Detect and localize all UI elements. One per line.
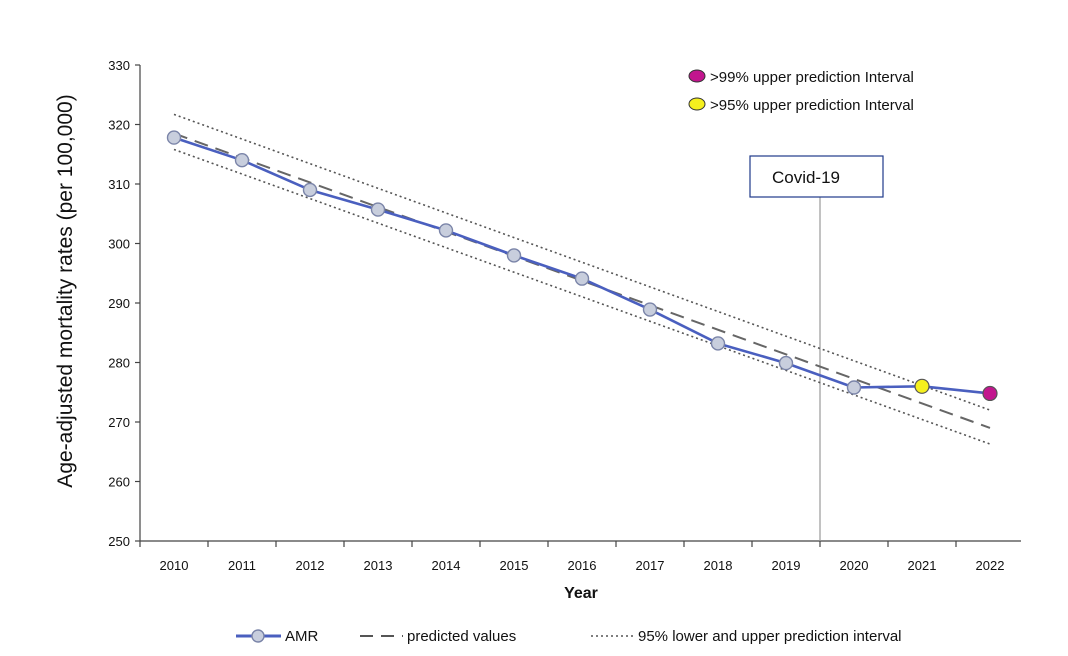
x-tick-label: 2019	[772, 558, 801, 573]
amr-data-point	[302, 182, 318, 198]
covid-label: Covid-19	[772, 168, 840, 187]
legend-interval-label: 95% lower and upper prediction interval	[638, 628, 902, 645]
x-tick-label: 2016	[568, 558, 597, 573]
y-tick-label: 310	[108, 177, 130, 192]
x-tick-label: 2021	[908, 558, 937, 573]
legend-95-marker	[688, 97, 706, 111]
y-tick-label: 320	[108, 118, 130, 133]
legend-amr-label: AMR	[285, 628, 319, 645]
highlighted-data-point	[982, 385, 998, 402]
y-tick-label: 260	[108, 475, 130, 490]
bottom-legend: AMR predicted values 95% lower and upper…	[236, 628, 902, 645]
series-line-predicted-values	[173, 132, 991, 429]
amr-data-point	[710, 336, 726, 351]
x-ticks: 2010 2011 2012 2013 2014 2015 2016 2017 2018 2019…	[139, 541, 1005, 573]
legend-amr-marker	[251, 629, 265, 643]
inset-legend: >99% upper prediction Interval >95% uppe…	[688, 69, 914, 114]
y-tick-label: 300	[108, 237, 130, 252]
x-tick-label: 2011	[228, 558, 256, 573]
x-axis-title: Year	[564, 585, 598, 602]
x-tick-label: 2017	[636, 558, 665, 573]
amr-data-point	[166, 130, 182, 145]
amr-data-point	[370, 202, 386, 217]
y-tick-label: 250	[108, 534, 130, 549]
x-tick-label: 2018	[704, 558, 733, 573]
x-tick-label: 2013	[364, 558, 393, 573]
amr-data-point	[778, 355, 794, 371]
x-tick-label: 2020	[840, 558, 869, 573]
legend-predicted-label: predicted values	[407, 628, 516, 645]
amr-data-point	[846, 380, 862, 395]
x-tick-label: 2014	[432, 558, 461, 573]
x-tick-label: 2022	[976, 558, 1005, 573]
x-tick-label: 2015	[500, 558, 529, 573]
y-tick-label: 290	[108, 296, 130, 311]
legend-99-marker	[688, 69, 706, 83]
y-tick-label: 280	[108, 356, 130, 371]
amr-data-point	[642, 302, 658, 317]
y-tick-label: 330	[108, 58, 130, 73]
amr-data-point	[438, 223, 454, 238]
highlighted-data-point	[914, 378, 930, 394]
x-tick-label: 2012	[296, 558, 325, 573]
legend-99-label: >99% upper prediction Interval	[710, 69, 914, 86]
covid-annotation: Covid-19	[749, 155, 884, 541]
x-tick-label: 2010	[160, 558, 189, 573]
y-tick-label: 270	[108, 415, 130, 430]
y-ticks: 250 260 270 280 290 300 310 320 330	[108, 58, 140, 549]
points-layer	[166, 130, 998, 402]
legend-95-label: >95% upper prediction Interval	[710, 97, 914, 114]
amr-data-point	[574, 271, 590, 286]
amr-data-point	[234, 152, 250, 168]
y-axis-title: Age-adjusted mortality rates (per 100,00…	[54, 94, 77, 487]
covid-label-box	[749, 155, 884, 198]
amr-data-point	[506, 248, 522, 263]
